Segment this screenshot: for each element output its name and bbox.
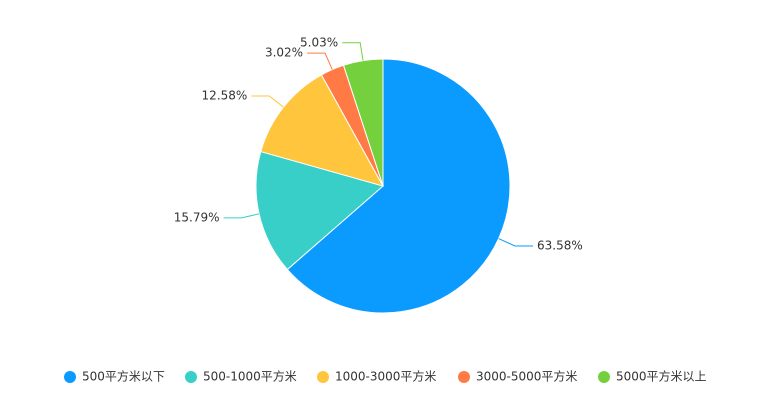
data-label: 15.79%	[174, 210, 220, 224]
legend-label: 5000平方米以上	[616, 369, 707, 384]
legend-label: 3000-5000平方米	[476, 369, 577, 384]
legend-label: 1000-3000平方米	[335, 369, 436, 384]
label-line	[342, 42, 364, 61]
pie-slice	[286, 58, 511, 314]
data-label: 12.58%	[202, 88, 248, 102]
label-line	[307, 52, 333, 70]
pie-slice	[342, 58, 384, 187]
legend-marker	[64, 371, 76, 383]
pie-slice	[260, 74, 385, 187]
data-label: 5.03%	[300, 35, 338, 49]
legend-label: 500-1000平方米	[203, 369, 297, 384]
legend-marker	[458, 371, 470, 383]
label-line	[251, 95, 284, 108]
legend-marker	[317, 371, 329, 383]
label-line	[223, 213, 260, 219]
data-label: 63.58%	[537, 239, 583, 253]
label-line	[498, 238, 534, 247]
legend-marker	[598, 371, 610, 383]
legend-label: 500平方米以下	[82, 369, 165, 384]
legend-marker	[185, 371, 197, 383]
data-label: 3.02%	[265, 46, 303, 60]
